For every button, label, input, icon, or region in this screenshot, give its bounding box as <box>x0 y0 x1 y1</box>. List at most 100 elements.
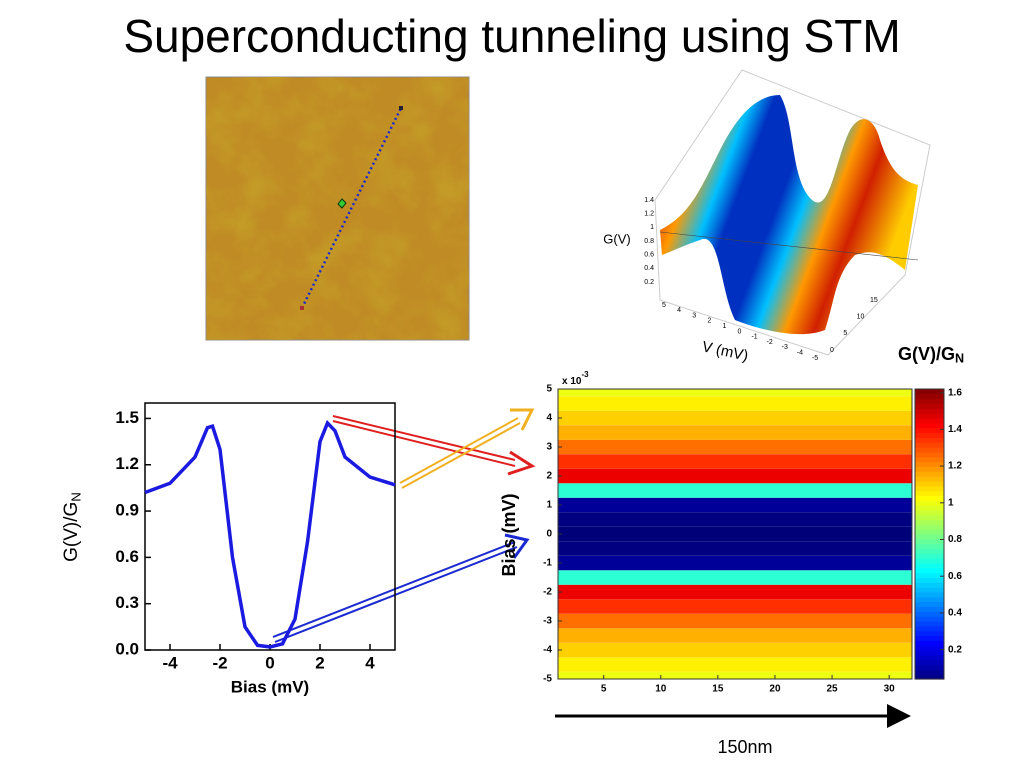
y-tick-label: 0 <box>546 529 552 540</box>
x-tick-label: 10 <box>655 684 667 695</box>
scale-label: 150nm <box>717 737 772 757</box>
colorbar-step <box>915 645 944 651</box>
colorbar-step <box>915 471 944 477</box>
colorbar-step <box>915 490 944 496</box>
z-axis-label: G(V) <box>603 231 630 246</box>
y-tick-label: -1 <box>543 558 552 569</box>
x-tick-label: 4 <box>677 307 681 314</box>
y-axis-label: G(V)/GN <box>61 492 83 562</box>
colorbar-step <box>915 534 944 540</box>
colorbar-step <box>915 616 944 622</box>
y-multiplier-base: x 10 <box>562 376 582 387</box>
colorbar-step <box>915 543 944 550</box>
colorbar-step <box>915 529 944 535</box>
colorbar-step <box>915 432 944 438</box>
colorbar-tick-label: 1.6 <box>948 387 962 398</box>
colorbar-tick-label: 0.2 <box>948 644 962 655</box>
x-tick-label: 20 <box>769 684 781 695</box>
scan-line <box>300 107 403 309</box>
y-tick-label: 1.2 <box>115 454 139 473</box>
surface-plot <box>654 69 931 356</box>
colorbar-step <box>915 476 944 482</box>
heat-row <box>558 526 912 542</box>
x-tick-label: 3 <box>692 312 696 319</box>
colorbar-step <box>915 548 944 554</box>
colorbar-step <box>915 456 944 463</box>
x-axis-label: V (mV) <box>701 338 750 364</box>
slide-title: Superconducting tunneling using STM <box>123 10 900 62</box>
y-tick-label: 0.3 <box>115 593 139 612</box>
plot-frame <box>144 402 396 651</box>
colorbar-step <box>915 451 944 458</box>
colorbar-step <box>915 509 944 516</box>
colorbar-step <box>915 538 944 545</box>
y-axis-label-main: G(V)/G <box>61 502 82 562</box>
x-tick-label: 2 <box>707 318 711 325</box>
red-arrow-head <box>507 450 536 476</box>
x-tick-label: -5 <box>812 355 818 362</box>
heat-row <box>558 396 912 411</box>
x-tick-label: 5 <box>601 684 607 695</box>
colorbar-step <box>915 413 944 419</box>
colorbar-tick-label: 1.4 <box>948 424 962 435</box>
colorbar-tick-label: 1.2 <box>948 461 962 472</box>
x-tick-label: 5 <box>662 302 666 309</box>
y-tick-label: -2 <box>543 587 552 598</box>
y-tick-label: 0.6 <box>115 547 139 566</box>
colorbar-step <box>915 461 944 467</box>
colorbar-step <box>915 466 944 472</box>
colorbar-step <box>915 495 944 501</box>
colorbar-step <box>915 567 944 574</box>
y-multiplier-exp: -3 <box>581 370 589 379</box>
arrows <box>272 408 911 728</box>
z-tick-label: 1 <box>650 224 654 231</box>
colorbar-step <box>915 606 944 612</box>
z-tick-label: 0.8 <box>644 238 654 245</box>
stm-image <box>205 76 470 341</box>
colorbar-step <box>915 418 944 424</box>
colorbar-step <box>915 519 944 525</box>
colorbar-step <box>915 485 944 492</box>
z-tick-label: 0.4 <box>644 265 654 272</box>
colorbar-tick-label: 0.4 <box>948 608 962 619</box>
heat-row <box>558 541 912 556</box>
x-tick-label: -2 <box>212 653 227 672</box>
y-tick-label: 2 <box>546 471 552 482</box>
yellow-arrow-head <box>510 408 535 431</box>
y-tick-label: 1.5 <box>115 408 139 427</box>
y-axis-label: Bias (mV) <box>499 493 519 576</box>
heat-row <box>558 657 912 672</box>
y-multiplier: x 10-3 <box>562 370 589 387</box>
colorbar-step <box>915 654 944 661</box>
colorbar-step <box>915 403 944 409</box>
y-tick-label: 5 <box>843 330 847 337</box>
colorbar-tick-label: 0.6 <box>948 571 962 582</box>
colorbar-tick-label: 1 <box>948 497 954 508</box>
colorbar-step <box>915 553 944 559</box>
y-tick-label: 15 <box>870 297 878 304</box>
scan-end <box>399 106 403 110</box>
blue-arrow-head <box>504 533 530 559</box>
heat-row <box>558 425 912 440</box>
colorbar-step <box>915 621 944 627</box>
colorbar-step <box>915 674 944 680</box>
colorbar-step <box>915 635 944 641</box>
y-tick-label: -3 <box>543 616 552 627</box>
colorbar-step <box>915 500 944 506</box>
colorbar-step <box>915 669 944 675</box>
x-tick-label: -2 <box>767 339 773 346</box>
x-tick-label: 2 <box>315 653 324 672</box>
colorbar-step <box>915 582 944 588</box>
colorbar-step <box>915 664 944 670</box>
colorbar-step <box>915 563 944 569</box>
y-tick-label: -5 <box>543 674 552 685</box>
colorbar-step <box>915 625 944 632</box>
line-series <box>144 419 396 649</box>
yellow-arrow <box>399 417 521 489</box>
colorbar-tick-label: 0.8 <box>948 534 962 545</box>
x-tick-label: -1 <box>751 334 757 341</box>
colorbar-step <box>915 650 944 656</box>
heat-row <box>558 389 912 397</box>
z-tick-label: 0.6 <box>644 252 654 259</box>
